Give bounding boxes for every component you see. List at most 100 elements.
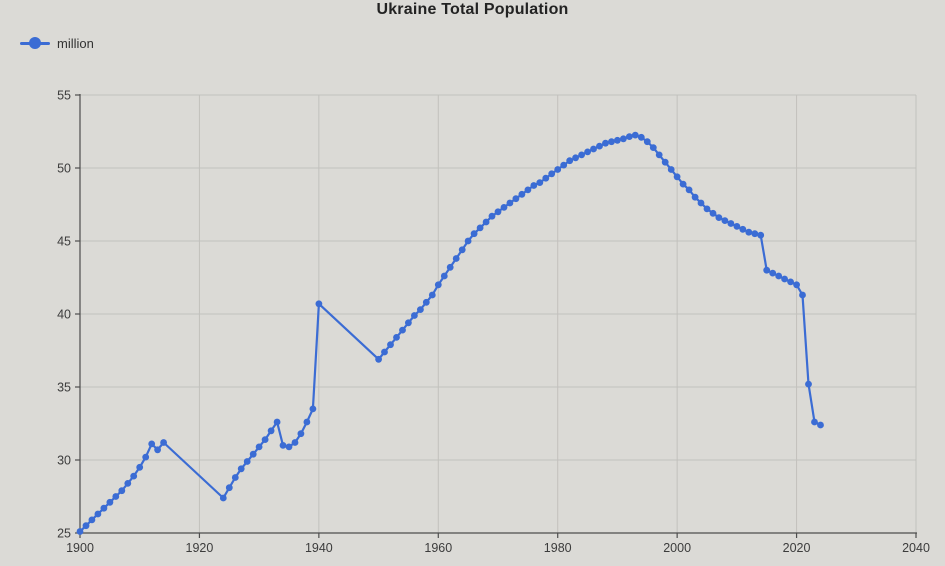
data-point xyxy=(387,341,394,349)
data-point xyxy=(727,220,735,227)
data-point xyxy=(428,291,436,299)
data-point xyxy=(142,453,150,461)
data-point xyxy=(94,510,102,518)
data-point xyxy=(691,193,699,201)
data-point xyxy=(482,218,490,226)
y-tick-label: 25 xyxy=(57,527,71,541)
data-point xyxy=(709,209,717,217)
data-point xyxy=(524,186,532,194)
data-point xyxy=(458,246,466,254)
y-tick-label: 45 xyxy=(57,235,71,249)
data-point xyxy=(799,291,806,299)
data-point xyxy=(733,223,741,230)
data-point xyxy=(560,161,568,169)
data-point xyxy=(381,348,388,356)
data-point xyxy=(775,272,783,280)
data-point xyxy=(542,174,550,182)
x-tick-label: 1900 xyxy=(66,541,94,555)
data-point xyxy=(590,145,597,153)
data-point xyxy=(309,405,317,413)
data-point xyxy=(494,208,502,216)
data-point xyxy=(631,131,639,139)
data-point xyxy=(464,237,472,245)
data-point xyxy=(225,484,233,492)
data-point xyxy=(697,199,705,207)
data-point xyxy=(470,230,478,238)
data-point xyxy=(446,263,454,271)
data-point xyxy=(518,190,526,198)
data-point xyxy=(745,228,753,236)
data-point xyxy=(655,151,663,159)
data-point xyxy=(76,528,84,535)
data-point xyxy=(793,281,800,289)
data-point xyxy=(649,144,657,152)
x-tick-label: 1980 xyxy=(544,541,572,555)
data-point xyxy=(554,166,562,173)
data-point xyxy=(739,225,747,233)
data-point xyxy=(434,281,442,289)
data-point xyxy=(285,443,293,451)
data-point xyxy=(315,300,323,308)
data-point xyxy=(578,151,585,159)
data-point xyxy=(267,427,275,435)
data-point xyxy=(237,465,245,473)
data-point xyxy=(751,230,759,238)
data-point xyxy=(393,334,400,341)
legend-label: million xyxy=(57,35,94,51)
x-tick-label: 2000 xyxy=(663,541,691,555)
data-point xyxy=(769,269,777,277)
data-point xyxy=(452,255,460,262)
x-tick-label: 2040 xyxy=(902,541,930,555)
data-point xyxy=(685,186,693,194)
data-point xyxy=(219,494,227,502)
y-tick-label: 30 xyxy=(57,454,71,468)
data-point xyxy=(100,504,108,512)
data-point xyxy=(488,212,496,220)
data-point xyxy=(602,139,609,147)
legend-item-million[interactable]: million xyxy=(20,33,94,53)
data-point xyxy=(160,439,168,446)
data-point xyxy=(243,458,251,465)
y-tick-label: 50 xyxy=(57,162,71,176)
x-tick-label: 1960 xyxy=(424,541,452,555)
data-point xyxy=(130,472,138,480)
data-point xyxy=(572,154,579,162)
data-point xyxy=(805,380,812,388)
data-point xyxy=(637,133,645,141)
data-point xyxy=(118,487,126,495)
data-point xyxy=(148,440,156,448)
data-point xyxy=(506,199,514,207)
data-point xyxy=(512,195,520,203)
data-point xyxy=(124,480,132,487)
data-point xyxy=(679,180,687,188)
data-point xyxy=(405,319,412,327)
data-point xyxy=(399,326,406,334)
y-tick-label: 35 xyxy=(57,381,71,395)
y-tick-label: 55 xyxy=(57,89,71,103)
data-point xyxy=(817,421,824,429)
data-point xyxy=(673,173,681,181)
data-point xyxy=(255,443,263,451)
data-point xyxy=(536,179,544,187)
data-point xyxy=(261,436,269,443)
data-point xyxy=(303,418,311,426)
data-point xyxy=(231,474,239,481)
data-point xyxy=(375,355,382,363)
legend-series-marker-icon xyxy=(20,33,50,53)
series-line-million xyxy=(78,134,822,533)
data-point xyxy=(721,217,729,225)
data-point xyxy=(279,442,287,449)
data-point xyxy=(249,450,257,458)
data-point xyxy=(548,170,556,178)
data-point xyxy=(703,205,711,213)
data-point xyxy=(667,166,675,173)
x-tick-label: 1940 xyxy=(305,541,333,555)
data-point xyxy=(620,135,627,143)
data-point xyxy=(626,133,633,141)
data-point xyxy=(596,142,603,150)
data-point xyxy=(763,266,771,274)
data-point xyxy=(566,157,574,165)
data-point xyxy=(811,418,818,426)
data-point xyxy=(417,306,424,313)
